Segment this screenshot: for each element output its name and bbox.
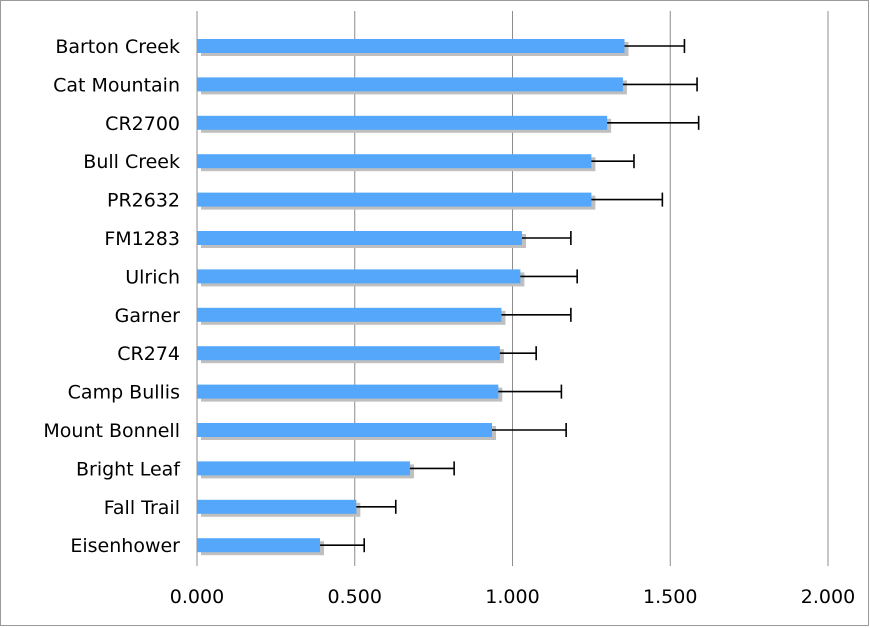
x-tick-labels: 0.000 0.500 1.000 1.500 2.000	[170, 586, 855, 608]
bar-12	[197, 499, 357, 514]
x-tick-label-4: 2.000	[801, 586, 855, 608]
category-label-6: Ulrich	[125, 266, 180, 288]
error-bars	[320, 39, 700, 553]
x-tick-label-2: 1.000	[485, 586, 539, 608]
bars	[197, 39, 629, 556]
bar-13	[197, 538, 321, 553]
bar-3	[197, 154, 592, 169]
category-label-12: Fall Trail	[104, 497, 180, 519]
category-labels: Barton Creek Cat Mountain CR2700 Bull Creek…	[43, 36, 181, 557]
category-label-1: Cat Mountain	[53, 74, 180, 96]
bar-1	[197, 77, 623, 92]
category-label-7: Garner	[115, 305, 181, 327]
category-label-5: FM1283	[104, 228, 180, 250]
x-tick-label-0: 0.000	[170, 586, 224, 608]
bar-10	[197, 423, 492, 437]
category-label-11: Bright Leaf	[76, 458, 181, 480]
category-label-8: CR274	[117, 343, 180, 365]
x-tick-label-1: 0.500	[328, 586, 382, 608]
category-label-13: Eisenhower	[70, 535, 180, 557]
category-label-0: Barton Creek	[55, 36, 180, 58]
bar-6	[197, 269, 521, 284]
category-label-9: Camp Bullis	[68, 382, 180, 404]
category-label-4: PR2632	[107, 190, 180, 212]
bar-2	[197, 115, 608, 130]
bar-0	[197, 39, 625, 53]
bar-8	[197, 346, 500, 361]
bar-11	[197, 461, 410, 476]
x-tick-label-3: 1.500	[643, 586, 697, 608]
bar-9	[197, 384, 499, 399]
category-label-10: Mount Bonnell	[43, 420, 180, 442]
category-label-3: Bull Creek	[83, 151, 180, 173]
bar-5	[197, 231, 522, 245]
bar-4	[197, 192, 592, 207]
bar-7	[197, 307, 502, 322]
category-label-2: CR2700	[105, 113, 180, 135]
